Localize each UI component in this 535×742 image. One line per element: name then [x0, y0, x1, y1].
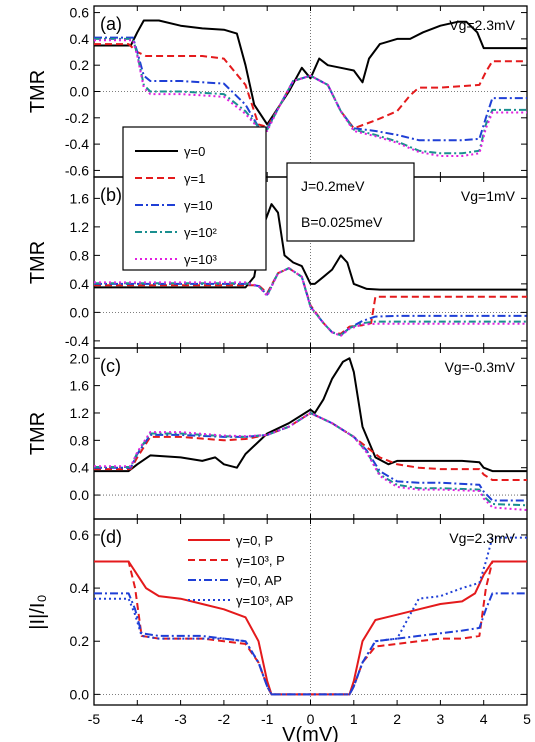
series-line — [94, 19, 527, 126]
x-tick-label: 4 — [480, 711, 488, 727]
y-tick-label: 0.2 — [70, 633, 90, 649]
y-tick-label: 0.4 — [70, 460, 90, 476]
y-tick-label: 1.2 — [70, 405, 90, 421]
y-tick-label: 0.0 — [70, 686, 90, 702]
panel-label: (a) — [100, 14, 122, 34]
y-tick-label: 0.4 — [70, 276, 90, 292]
panel-d: 0.6 0.4 0.2 0.0 -5 -4 -3 -2 -1 0 1 2 3 4 5 (d) Vg=2.3mV |… — [27, 518, 531, 742]
y-tick-label: -0.4 — [65, 136, 89, 152]
x-tick-label: -5 — [88, 711, 101, 727]
params-box-frame — [286, 162, 415, 242]
y-tick-label: 0.8 — [70, 432, 90, 448]
x-axis-label: V(mV) — [282, 724, 339, 742]
legend-label: γ=10³, P — [236, 553, 285, 568]
x-tick-label: 1 — [350, 711, 358, 727]
params-b: B=0.025meV — [301, 214, 383, 230]
panel-label: (b) — [100, 185, 122, 205]
legend-label: γ=10 — [184, 198, 213, 213]
y-tick-label: -0.6 — [65, 162, 89, 178]
legend-label: γ=10³ — [184, 252, 218, 267]
params-j: J=0.2meV — [301, 178, 365, 194]
y-tick-label: 0.6 — [70, 527, 90, 543]
panel-b: 1.6 1.2 0.8 0.4 0.0 -0.4 (b) Vg=1mV TMR — [27, 176, 528, 349]
y-axis-label: |I|/I₀ — [27, 594, 49, 629]
legend-label: γ=10² — [184, 225, 218, 240]
legend-label: γ=0, AP — [236, 573, 282, 588]
y-tick-label: 0.4 — [70, 580, 90, 596]
panel-label: (d) — [100, 527, 122, 547]
y-tick-label: 1.6 — [70, 378, 90, 394]
y-axis-label: TMR — [27, 70, 49, 113]
x-tick-label: 3 — [437, 711, 445, 727]
y-tick-label: 0.6 — [70, 5, 90, 21]
x-tick-label: -1 — [261, 711, 274, 727]
series-line — [94, 267, 527, 337]
y-tick-label: -0.2 — [65, 110, 89, 126]
vg-annotation: Vg=2.3mV — [449, 17, 515, 33]
y-tick-label: 0.0 — [70, 84, 90, 100]
y-tick-label: 0.8 — [70, 247, 90, 263]
x-tick-label: -2 — [218, 711, 231, 727]
legend-label: γ=1 — [184, 171, 205, 186]
series-line — [94, 536, 527, 696]
series-line — [94, 592, 527, 696]
y-tick-label: 0.2 — [70, 57, 90, 73]
series-line — [94, 267, 527, 337]
legend-label: γ=0, P — [236, 533, 273, 548]
series-line — [94, 39, 527, 157]
legend-abc: γ=0 γ=1 γ=10 γ=10² γ=10³ — [122, 126, 267, 271]
legend-label: γ=10³, AP — [236, 593, 293, 608]
y-tick-label: 0.0 — [70, 487, 90, 503]
legend-d: γ=0, P γ=10³, P γ=0, AP γ=10³, AP — [188, 533, 293, 608]
y-tick-label: 0.4 — [70, 31, 90, 47]
vg-annotation: Vg=-0.3mV — [445, 359, 516, 375]
vg-annotation: Vg=2.3mV — [449, 530, 515, 546]
y-tick-label: -0.4 — [65, 333, 89, 349]
y-axis-label: TMR — [27, 241, 49, 284]
legend-label: γ=0 — [184, 144, 205, 159]
panel-label: (c) — [100, 356, 121, 376]
vg-annotation: Vg=1mV — [461, 188, 516, 204]
series-line — [94, 267, 527, 337]
series-line — [94, 412, 528, 512]
x-tick-label: 0 — [307, 711, 315, 727]
x-tick-label: 5 — [523, 711, 531, 727]
y-tick-label: 1.2 — [70, 219, 90, 235]
x-tick-label: -3 — [174, 711, 187, 727]
panel-c: 2.0 1.6 1.2 0.8 0.4 0.0 (c) Vg=-0.3mV TMR — [27, 347, 528, 520]
x-tick-label: -4 — [131, 711, 144, 727]
series-line — [94, 36, 527, 142]
x-tick-label: 2 — [393, 711, 401, 727]
y-axis-label: TMR — [27, 412, 49, 455]
params-box: J=0.2meV B=0.025meV — [286, 162, 415, 242]
y-tick-label: 0.0 — [70, 304, 90, 320]
y-tick-label: 2.0 — [70, 350, 90, 366]
panel-a: 0.6 0.4 0.2 0.0 -0.2 -0.4 -0.6 (a) Vg=2.3mV TMR — [27, 5, 528, 178]
series-line — [94, 412, 527, 502]
y-tick-label: 1.6 — [70, 190, 90, 206]
series-line — [94, 43, 527, 130]
series-line — [94, 357, 527, 473]
